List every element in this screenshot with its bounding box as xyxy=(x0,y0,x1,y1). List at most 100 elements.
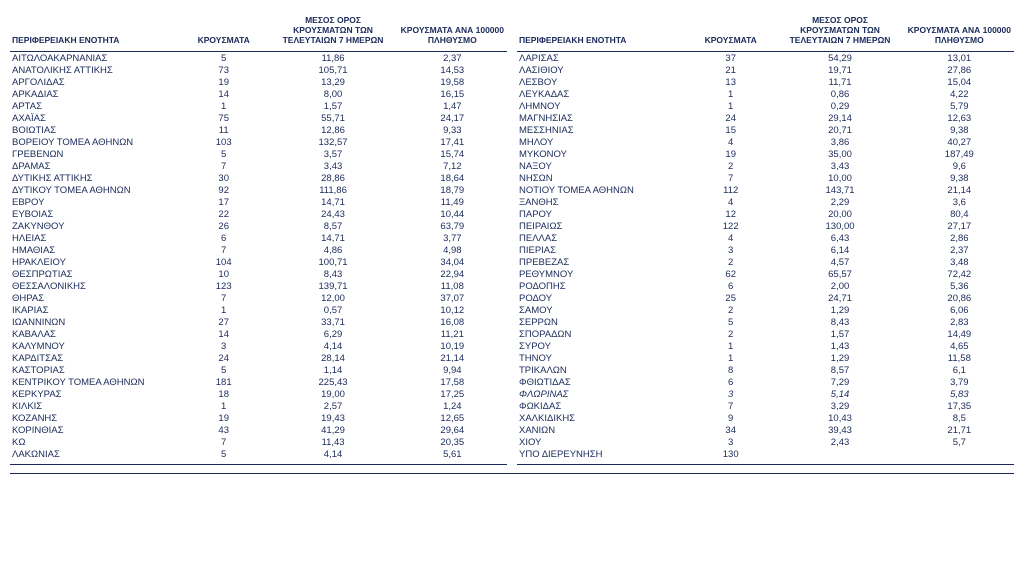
table-row: ΜΗΛΟΥ43,8640,27 xyxy=(517,136,1014,148)
cell-cases: 112 xyxy=(686,184,775,196)
cell-per100k: 18,79 xyxy=(398,184,507,196)
cell-per100k: 12,65 xyxy=(398,412,507,424)
cell-cases: 4 xyxy=(686,196,775,208)
left-column: ΠΕΡΙΦΕΡΕΙΑΚΗ ΕΝΟΤΗΤΑ ΚΡΟΥΣΜΑΤΑ ΜΕΣΟΣ ΟΡΟ… xyxy=(10,14,507,465)
cell-cases: 5 xyxy=(179,52,268,65)
cell-avg7: 6,14 xyxy=(775,244,904,256)
cell-name: ΡΟΔΟΥ xyxy=(517,292,686,304)
cell-avg7: 1,14 xyxy=(268,364,397,376)
cell-name: ΜΕΣΣΗΝΙΑΣ xyxy=(517,124,686,136)
cell-avg7: 28,14 xyxy=(268,352,397,364)
cell-per100k: 21,14 xyxy=(905,184,1014,196)
cell-avg7: 24,71 xyxy=(775,292,904,304)
cell-per100k: 2,83 xyxy=(905,316,1014,328)
cell-avg7: 8,43 xyxy=(775,316,904,328)
cell-name: ΔΡΑΜΑΣ xyxy=(10,160,179,172)
cell-name: ΚΑΛΥΜΝΟΥ xyxy=(10,340,179,352)
cell-avg7: 100,71 xyxy=(268,256,397,268)
table-row: ΧΑΝΙΩΝ3439,4321,71 xyxy=(517,424,1014,436)
table-row: ΗΜΑΘΙΑΣ74,864,98 xyxy=(10,244,507,256)
cell-per100k: 20,86 xyxy=(905,292,1014,304)
col-header-per100k: ΚΡΟΥΣΜΑΤΑ ΑΝΑ 100000 ΠΛΗΘΥΣΜΟ xyxy=(905,14,1014,52)
table-row: ΚΙΛΚΙΣ12,571,24 xyxy=(10,400,507,412)
cell-avg7: 29,14 xyxy=(775,112,904,124)
left-table-body: ΑΙΤΩΛΟΑΚΑΡΝΑΝΙΑΣ511,862,37ΑΝΑΤΟΛΙΚΗΣ ΑΤΤ… xyxy=(10,52,507,465)
cell-name: ΣΕΡΡΩΝ xyxy=(517,316,686,328)
cell-avg7: 8,00 xyxy=(268,88,397,100)
cell-avg7: 11,71 xyxy=(775,76,904,88)
cell-per100k: 6,06 xyxy=(905,304,1014,316)
cell-name: ΛΑΡΙΣΑΣ xyxy=(517,52,686,65)
cell-name: ΖΑΚΥΝΘΟΥ xyxy=(10,220,179,232)
cell-cases: 4 xyxy=(686,136,775,148)
cell-name: ΛΕΣΒΟΥ xyxy=(517,76,686,88)
cell-avg7: 3,43 xyxy=(775,160,904,172)
cell-per100k: 5,36 xyxy=(905,280,1014,292)
cell-per100k: 72,42 xyxy=(905,268,1014,280)
cell-name: ΥΠΟ ΔΙΕΡΕΥΝΗΣΗ xyxy=(517,448,686,464)
table-row: ΦΛΩΡΙΝΑΣ35,145,83 xyxy=(517,388,1014,400)
cell-per100k: 7,12 xyxy=(398,160,507,172)
cell-cases: 19 xyxy=(686,148,775,160)
cell-name: ΚΑΡΔΙΤΣΑΣ xyxy=(10,352,179,364)
cell-name: ΚΕΡΚΥΡΑΣ xyxy=(10,388,179,400)
table-row: ΝΟΤΙΟΥ ΤΟΜΕΑ ΑΘΗΝΩΝ112143,7121,14 xyxy=(517,184,1014,196)
cell-avg7: 139,71 xyxy=(268,280,397,292)
cell-per100k: 16,08 xyxy=(398,316,507,328)
cell-avg7: 4,14 xyxy=(268,448,397,464)
cell-avg7: 7,29 xyxy=(775,376,904,388)
cell-avg7: 1,29 xyxy=(775,352,904,364)
cell-per100k: 5,79 xyxy=(905,100,1014,112)
cell-cases: 18 xyxy=(179,388,268,400)
cell-avg7: 8,57 xyxy=(775,364,904,376)
cell-per100k: 17,25 xyxy=(398,388,507,400)
cell-cases: 1 xyxy=(686,100,775,112)
cell-name: ΙΩΑΝΝΙΝΩΝ xyxy=(10,316,179,328)
cell-cases: 19 xyxy=(179,76,268,88)
table-row: ΘΕΣΠΡΩΤΙΑΣ108,4322,94 xyxy=(10,268,507,280)
cell-per100k: 29,64 xyxy=(398,424,507,436)
table-row: ΚΑΒΑΛΑΣ146,2911,21 xyxy=(10,328,507,340)
cell-name: ΔΥΤΙΚΟΥ ΤΟΜΕΑ ΑΘΗΝΩΝ xyxy=(10,184,179,196)
cell-avg7: 1,57 xyxy=(775,328,904,340)
cell-cases: 14 xyxy=(179,88,268,100)
cell-name: ΣΥΡΟΥ xyxy=(517,340,686,352)
cell-avg7: 1,29 xyxy=(775,304,904,316)
col-header-cases: ΚΡΟΥΣΜΑΤΑ xyxy=(686,14,775,52)
cell-name: ΜΥΚΟΝΟΥ xyxy=(517,148,686,160)
table-row: ΦΩΚΙΔΑΣ73,2917,35 xyxy=(517,400,1014,412)
table-row: ΡΕΘΥΜΝΟΥ6265,5772,42 xyxy=(517,268,1014,280)
cell-per100k: 9,6 xyxy=(905,160,1014,172)
cell-per100k: 4,65 xyxy=(905,340,1014,352)
cell-avg7: 2,29 xyxy=(775,196,904,208)
table-row: ΑΡΚΑΔΙΑΣ148,0016,15 xyxy=(10,88,507,100)
cell-name: ΒΟΙΩΤΙΑΣ xyxy=(10,124,179,136)
cell-cases: 75 xyxy=(179,112,268,124)
left-table: ΠΕΡΙΦΕΡΕΙΑΚΗ ΕΝΟΤΗΤΑ ΚΡΟΥΣΜΑΤΑ ΜΕΣΟΣ ΟΡΟ… xyxy=(10,14,507,465)
cell-avg7: 14,71 xyxy=(268,232,397,244)
cell-per100k: 21,71 xyxy=(905,424,1014,436)
cell-cases: 2 xyxy=(686,304,775,316)
table-row: ΠΙΕΡΙΑΣ36,142,37 xyxy=(517,244,1014,256)
cell-avg7: 2,57 xyxy=(268,400,397,412)
table-row: ΚΕΡΚΥΡΑΣ1819,0017,25 xyxy=(10,388,507,400)
table-row: ΠΕΛΛΑΣ46,432,86 xyxy=(517,232,1014,244)
cell-name: ΛΕΥΚΑΔΑΣ xyxy=(517,88,686,100)
col-header-name: ΠΕΡΙΦΕΡΕΙΑΚΗ ΕΝΟΤΗΤΑ xyxy=(10,14,179,52)
cell-cases: 122 xyxy=(686,220,775,232)
cell-avg7: 11,86 xyxy=(268,52,397,65)
table-row: ΠΕΙΡΑΙΩΣ122130,0027,17 xyxy=(517,220,1014,232)
cell-avg7: 19,71 xyxy=(775,64,904,76)
table-row: ΒΟΙΩΤΙΑΣ1112,869,33 xyxy=(10,124,507,136)
table-row: ΚΑΛΥΜΝΟΥ34,1410,19 xyxy=(10,340,507,352)
cell-per100k: 17,35 xyxy=(905,400,1014,412)
cell-cases: 17 xyxy=(179,196,268,208)
table-row: ΓΡΕΒΕΝΩΝ53,5715,74 xyxy=(10,148,507,160)
cell-cases: 103 xyxy=(179,136,268,148)
cell-per100k: 80,4 xyxy=(905,208,1014,220)
table-row: ΔΥΤΙΚΟΥ ΤΟΜΕΑ ΑΘΗΝΩΝ92111,8618,79 xyxy=(10,184,507,196)
table-row: ΣΠΟΡΑΔΩΝ21,5714,49 xyxy=(517,328,1014,340)
cell-avg7: 33,71 xyxy=(268,316,397,328)
table-row: ΧΙΟΥ32,435,7 xyxy=(517,436,1014,448)
cell-avg7: 8,43 xyxy=(268,268,397,280)
